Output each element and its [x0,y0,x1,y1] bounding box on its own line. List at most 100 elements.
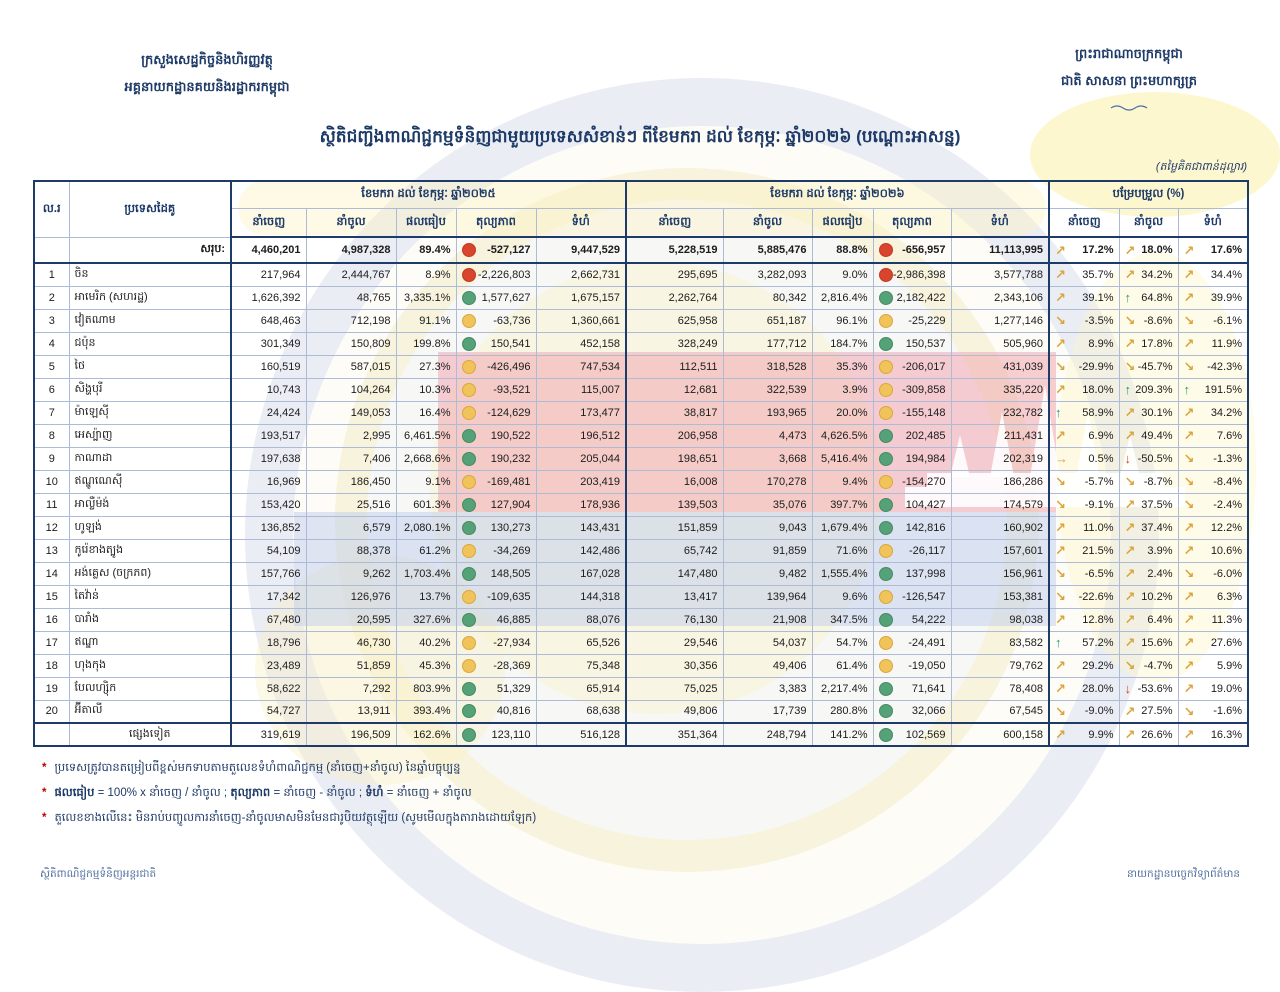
cell-balance-2025: -527,127 [455,236,537,264]
cell-ratio-2026: 141.2% [811,722,874,747]
status-dot-icon [878,589,893,604]
change-wrap: ↗ 12.2% [1184,521,1243,534]
cell-volume-2025: 516,128 [535,722,627,747]
cell-volume-2025: 88,076 [535,607,627,632]
cell-country-name: អ៊ីតាលី [68,699,232,724]
status-dot-icon [461,520,476,535]
cell-volume-2026: 335,220 [950,377,1050,402]
trend-ne-arrow-icon: ↗ [1124,242,1136,258]
cell-change-volume: ↗ 16.3% [1177,722,1249,747]
balance-value: -126,547 [902,590,946,603]
cell-ratio-2025: 803.9% [395,676,457,701]
cell-row-number: 18 [33,653,70,678]
cell-volume-2026: 79,762 [950,653,1050,678]
cell-balance-2025: 51,329 [455,676,537,701]
change-wrap: ↗ 34.4% [1184,268,1243,281]
trend-e-arrow-icon: → [1055,451,1068,466]
balance-value: -169,481 [487,475,531,488]
cell-change-volume: ↘ -42.3% [1177,354,1249,379]
status-dot-icon [878,313,893,328]
cell-change-volume: ↗ 39.9% [1177,285,1249,310]
change-wrap: ↗ 30.1% [1125,406,1173,419]
cell-export-2025: 301,349 [230,331,307,356]
cell-import-2026: 318,528 [722,354,813,379]
change-value: 37.4% [1141,521,1173,534]
cell-change-export: ↗ 9.9% [1048,722,1120,747]
cell-volume-2025: 65,526 [535,630,627,655]
cell-volume-2026: 157,601 [950,538,1050,563]
cell-import-2025: 4,987,328 [305,236,397,264]
cell-ratio-2026: 3.9% [811,377,874,402]
cell-balance-2025: 150,541 [455,331,537,356]
balance-wrap: 1,577,627 [461,290,531,305]
trend-se-arrow-icon: ↘ [1055,474,1066,489]
cell-balance-2026: -25,229 [872,308,952,333]
cell-ratio-2026: 96.1% [811,308,874,333]
cell-ratio-2026: 2,816.4% [811,285,874,310]
change-wrap: ↗ 37.5% [1125,498,1173,511]
cell-export-2025: 217,964 [230,262,307,287]
change-wrap: ↗ 11.3% [1184,613,1243,626]
cell-export-2025: 67,480 [230,607,307,632]
change-wrap: ↘ -6.0% [1184,567,1243,580]
cell-change-import: ↓ -53.6% [1118,676,1179,701]
balance-wrap: 137,998 [878,566,946,581]
cell-volume-2025: 178,936 [535,492,627,517]
cell-balance-2025: -109,635 [455,584,537,609]
trend-ne-arrow-icon: ↗ [1183,681,1195,696]
balance-wrap: -169,481 [461,474,531,489]
cell-change-import: ↘ -8.7% [1118,469,1179,494]
balance-value: 130,273 [490,521,531,534]
trend-ne-arrow-icon: ↗ [1055,242,1066,258]
balance-value: -34,269 [493,544,531,557]
trend-up-arrow-icon: ↑ [1124,290,1132,305]
trend-ne-arrow-icon: ↗ [1183,336,1195,351]
cell-balance-2026: -24,491 [872,630,952,655]
table-row: 17 ឥណ្ឌា 18,796 46,730 40.2% -27,934 65,526 29,… [33,630,1249,655]
change-wrap: ↗ 16.3% [1184,728,1243,741]
cell-balance-2026: 2,182,422 [872,285,952,310]
cell-change-export: → 0.5% [1048,446,1120,471]
status-dot-icon [461,359,476,374]
subheader-volume-2026: ទំហំ [950,207,1050,238]
trend-ne-arrow-icon: ↗ [1055,290,1066,305]
change-value: 26.6% [1141,728,1173,741]
balance-value: 54,222 [911,613,946,626]
cell-balance-2026: 104,427 [872,492,952,517]
cell-balance-2026: 194,984 [872,446,952,471]
cell-volume-2025: 1,360,661 [535,308,627,333]
cell-export-2026: 65,742 [625,538,724,563]
status-dot-icon [461,612,476,627]
cell-volume-2025: 143,431 [535,515,627,540]
change-wrap: ↗ 5.9% [1184,659,1243,672]
cell-ratio-2025: 10.3% [395,377,457,402]
change-value: 21.5% [1082,544,1114,557]
balance-value: -155,148 [902,406,946,419]
cell-country-name: អាមេរិក (សហរដ្ឋ) [68,285,232,310]
cell-ratio-2025: 9.1% [395,469,457,494]
cell-volume-2026: 98,038 [950,607,1050,632]
status-dot-icon [461,727,476,742]
balance-wrap: 102,569 [878,727,946,742]
cell-balance-2025: 1,577,627 [455,285,537,310]
subheader-change-volume: ទំហំ [1177,207,1249,238]
cell-import-2025: 51,859 [305,653,397,678]
cell-volume-2025: 747,534 [535,354,627,379]
cell-country-name: ផ្សេងទៀត [68,722,232,747]
cell-export-2025: 24,424 [230,400,307,425]
cell-export-2026: 38,817 [625,400,724,425]
change-value: -53.6% [1137,682,1173,695]
cell-export-2025: 153,420 [230,492,307,517]
cell-change-export: ↗ 18.0% [1048,377,1120,402]
trend-ne-arrow-icon: ↗ [1183,635,1195,650]
trend-up-arrow-icon: ↑ [1183,382,1191,397]
cell-balance-2025: -124,629 [455,400,537,425]
cell-import-2026: 4,473 [722,423,813,448]
balance-value: -24,491 [908,636,946,649]
status-dot-icon [878,243,893,257]
footnote-line: * តួលេខខាងលើនេះ មិនរាប់បញ្ចូលការនាំចេញ-នា… [42,806,536,831]
trend-se-arrow-icon: ↘ [1183,313,1195,328]
change-wrap: ↗ 6.3% [1184,590,1243,603]
trend-ne-arrow-icon: ↗ [1124,727,1136,742]
change-wrap: ↗ 27.5% [1125,705,1173,718]
